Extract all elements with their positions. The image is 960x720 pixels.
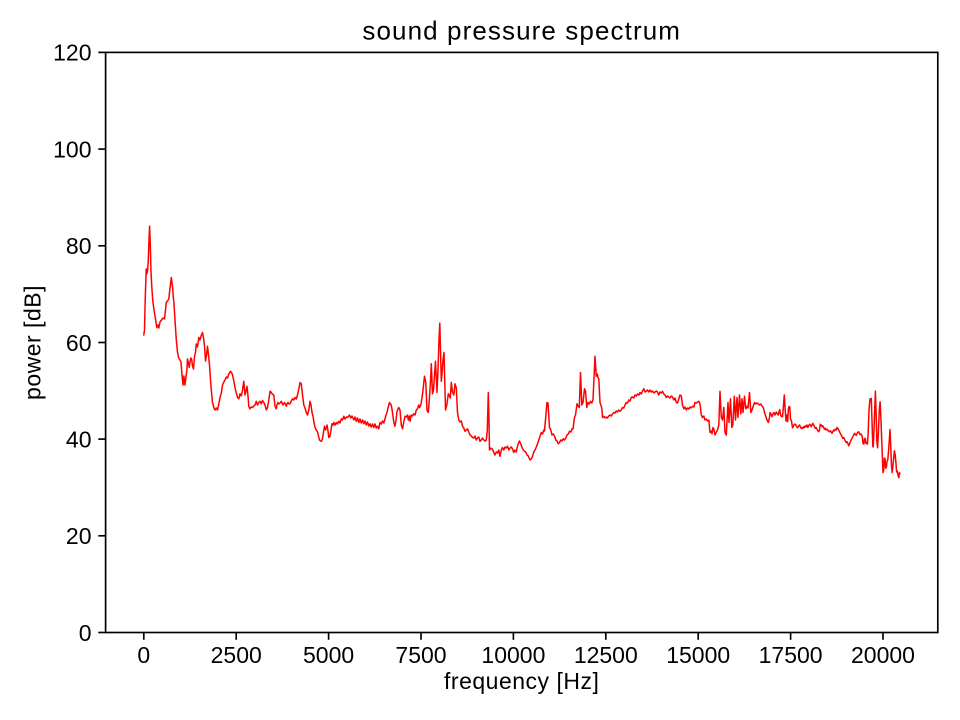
svg-text:5000: 5000 <box>303 642 354 668</box>
svg-text:80: 80 <box>66 233 92 259</box>
svg-text:20: 20 <box>66 523 92 549</box>
svg-text:120: 120 <box>53 40 91 66</box>
svg-text:sound pressure spectrum: sound pressure spectrum <box>362 16 681 46</box>
svg-text:0: 0 <box>137 642 150 668</box>
svg-text:40: 40 <box>66 426 92 452</box>
svg-text:2500: 2500 <box>211 642 262 668</box>
svg-text:17500: 17500 <box>759 642 823 668</box>
svg-text:60: 60 <box>66 330 92 356</box>
svg-text:100: 100 <box>53 136 91 162</box>
svg-text:frequency [Hz]: frequency [Hz] <box>444 668 599 694</box>
svg-text:20000: 20000 <box>851 642 915 668</box>
svg-text:15000: 15000 <box>666 642 730 668</box>
svg-text:7500: 7500 <box>395 642 446 668</box>
svg-text:power [dB]: power [dB] <box>20 285 46 400</box>
svg-text:12500: 12500 <box>574 642 638 668</box>
svg-text:10000: 10000 <box>481 642 545 668</box>
svg-text:0: 0 <box>79 620 92 646</box>
